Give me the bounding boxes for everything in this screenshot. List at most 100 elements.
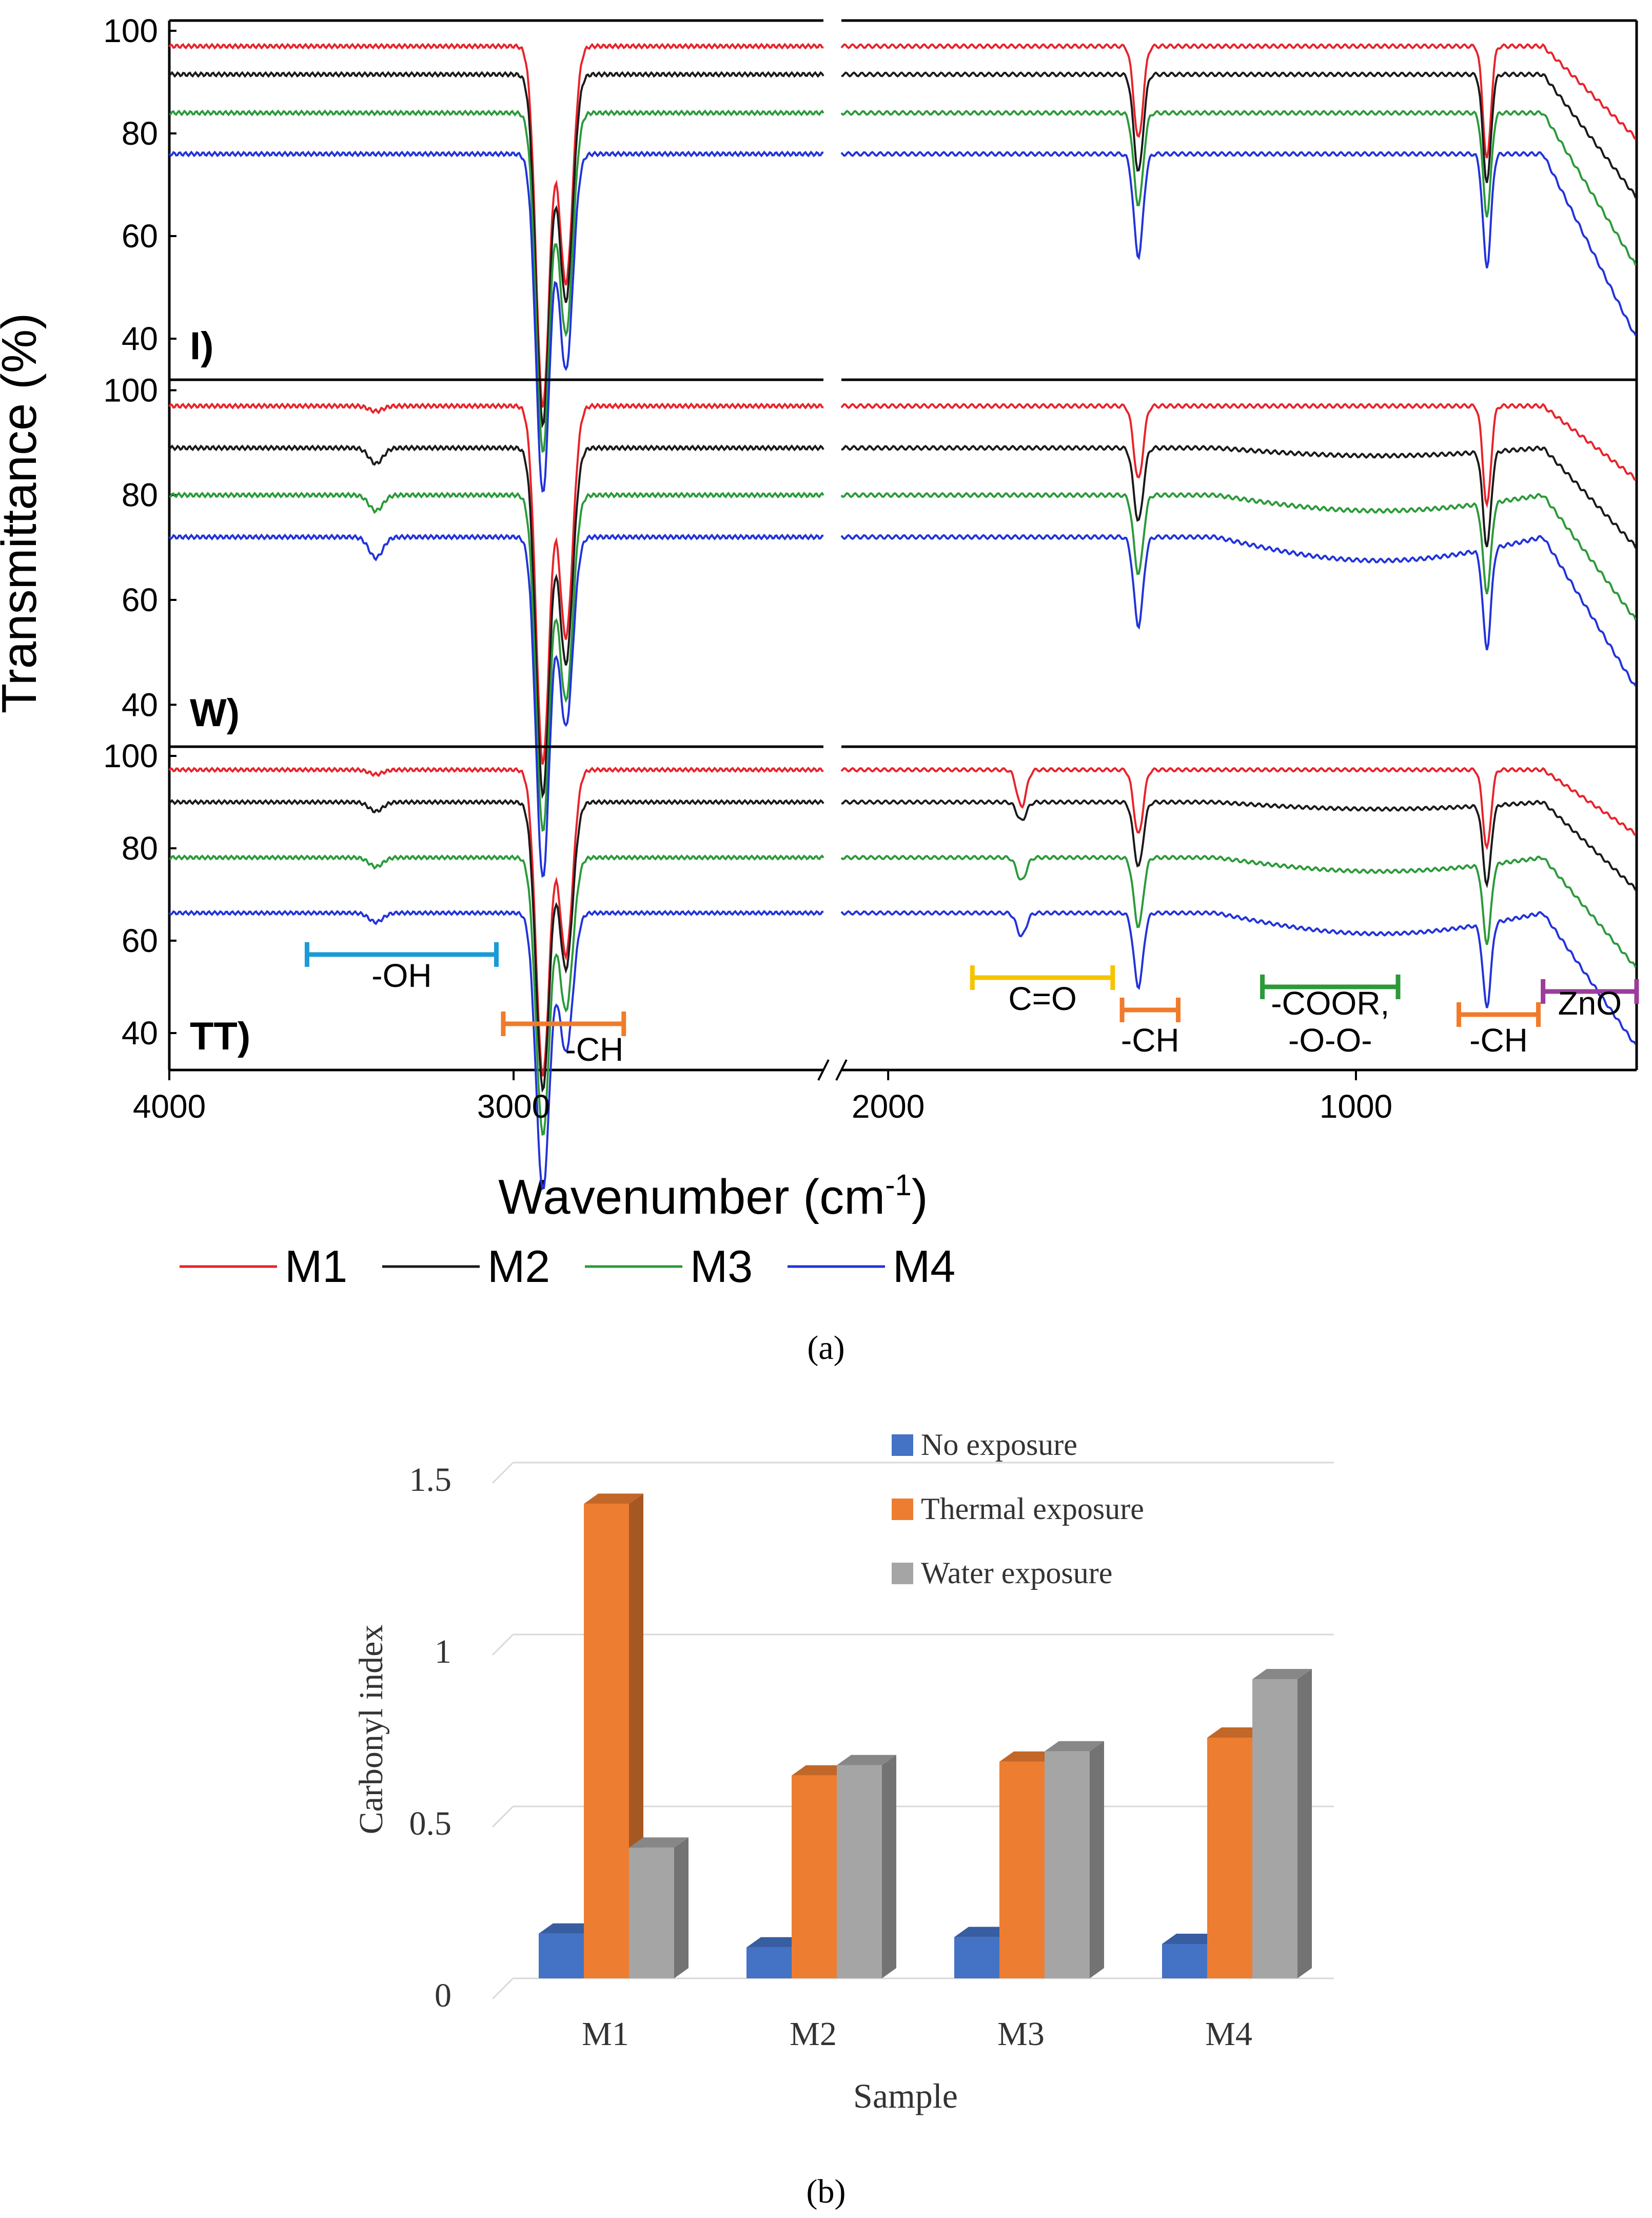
band-annotation: -COOR,-O-O-	[1260, 975, 1401, 1059]
band-annotation: -CH	[1119, 998, 1181, 1059]
bar-side	[882, 1755, 896, 1978]
x-tick-label: M2	[790, 2015, 837, 2053]
bar-top	[792, 1765, 851, 1776]
bar-m3-water-exposure	[1045, 1741, 1104, 1978]
bar-front	[837, 1765, 882, 1978]
legend-label-m1: M1	[285, 1241, 347, 1292]
y-tick-label: 60	[122, 922, 158, 959]
caption-a: (a)	[807, 1329, 844, 1367]
caption-b: (b)	[807, 2173, 846, 2210]
gridline-depth	[491, 1633, 514, 1656]
spectrum-m4-low	[840, 151, 1637, 336]
y-tick-label: 1	[435, 1633, 451, 1670]
y-tick-label: 80	[122, 477, 158, 514]
bar-front	[539, 1933, 584, 1978]
panel-label: TT)	[190, 1015, 250, 1058]
x-tick-label: M4	[1205, 2015, 1252, 2053]
spectrum-m2-high	[168, 71, 824, 429]
ftir-panel: 40 60 80 100 W)	[103, 372, 1638, 878]
y-tick-label: 80	[122, 115, 158, 152]
carbonyl-x-axis-label: Sample	[853, 2076, 958, 2115]
spectrum-m3-low	[840, 110, 1637, 266]
legend-swatch	[892, 1434, 913, 1456]
legend-label: No exposure	[921, 1428, 1077, 1462]
x-tick-label: 2000	[852, 1088, 925, 1125]
ftir-legend: M1 M2 M3 M4	[180, 1241, 955, 1292]
annotation-label: C=O	[1008, 980, 1076, 1017]
bar-top	[1252, 1669, 1312, 1680]
ftir-x-axis-label: Wavenumber (cm-1)	[498, 1169, 928, 1224]
bar-front	[1252, 1679, 1297, 1978]
bar-m1-no-exposure	[539, 1923, 598, 1978]
bar-front	[792, 1775, 837, 1978]
spectrum-m3-low	[840, 492, 1637, 620]
x-tick-label: 1000	[1320, 1088, 1392, 1125]
legend-label-m4: M4	[893, 1241, 955, 1292]
y-tick-label: 60	[122, 581, 158, 618]
x-tick-label: M3	[997, 2015, 1045, 2053]
y-tick-label: 40	[122, 320, 158, 357]
spectrum-m2-high	[168, 444, 824, 800]
bar-top	[746, 1937, 806, 1948]
bar-m4-no-exposure	[1162, 1934, 1222, 1978]
bar-front	[1045, 1751, 1090, 1978]
spectrum-m4-high	[168, 150, 824, 493]
bar-top	[1045, 1741, 1104, 1752]
carbonyl-y-axis-label: Carbonyl index	[352, 1625, 390, 1835]
annotation-label: -COOR,	[1271, 985, 1389, 1022]
bar-top	[837, 1755, 896, 1765]
bar-top	[1162, 1934, 1222, 1944]
ftir-y-axis-label: Transmittance (%)	[0, 313, 47, 714]
bar-top	[1207, 1727, 1267, 1738]
bar-m4-water-exposure	[1252, 1669, 1312, 1978]
spectrum-m3-high	[169, 854, 824, 1136]
x-tick-label: 3000	[477, 1088, 550, 1125]
bar-front	[1207, 1738, 1252, 1978]
annotation-label: -O-O-	[1288, 1022, 1372, 1059]
annotation-label: -CH	[565, 1031, 623, 1068]
band-annotation: -CH	[501, 1011, 626, 1068]
annotation-label: ZnO	[1558, 985, 1622, 1022]
legend-swatch	[892, 1499, 913, 1520]
carbonyl-legend: No exposure Thermal exposure Water exposur…	[892, 1428, 1144, 1590]
x-tick-label: 4000	[133, 1088, 206, 1125]
bar-front	[954, 1937, 999, 1978]
legend-label-m2: M2	[487, 1241, 550, 1292]
spectrum-m3-low	[840, 854, 1637, 968]
bar-top	[539, 1923, 598, 1934]
band-annotation: ZnO	[1541, 979, 1639, 1022]
spectrum-m1-low	[840, 403, 1637, 509]
legend-swatch	[892, 1563, 913, 1584]
y-tick-label: 80	[122, 830, 158, 867]
spectrum-m2-low	[841, 71, 1637, 199]
spectrum-m2-high	[168, 799, 824, 1093]
spectrum-m4-low	[840, 534, 1637, 687]
y-tick-label: 0.5	[409, 1805, 452, 1842]
bar-top	[584, 1493, 643, 1504]
bar-front	[584, 1504, 629, 1978]
legend-label: Thermal exposure	[921, 1492, 1144, 1526]
spectrum-m4-high	[168, 909, 824, 1190]
annotation-label: -CH	[1469, 1022, 1528, 1059]
bar-top	[999, 1751, 1059, 1762]
spectrum-m3-high	[169, 491, 824, 832]
bar-front	[999, 1761, 1045, 1978]
spectrum-m1-high	[168, 766, 824, 1077]
annotation-label: -CH	[1121, 1022, 1179, 1059]
band-annotation: -CH	[1457, 1002, 1541, 1059]
axis-break-mark	[817, 1059, 830, 1081]
bar-m1-water-exposure	[629, 1837, 689, 1978]
spectrum-m1-high	[168, 43, 824, 408]
y-tick-label: 1.5	[409, 1461, 452, 1499]
y-tick-label: 100	[103, 12, 158, 49]
ftir-panel: 40 60 80 100 I)	[103, 12, 1638, 493]
y-tick-label: 40	[122, 1015, 158, 1052]
gridline-depth	[491, 1462, 514, 1484]
spectrum-m2-low	[841, 444, 1637, 549]
panel-label: W)	[190, 691, 240, 735]
y-tick-label: 0	[435, 1977, 451, 2014]
bar-side	[1297, 1669, 1312, 1978]
bar-top	[954, 1927, 1014, 1937]
spectrum-m1-low	[840, 767, 1637, 850]
